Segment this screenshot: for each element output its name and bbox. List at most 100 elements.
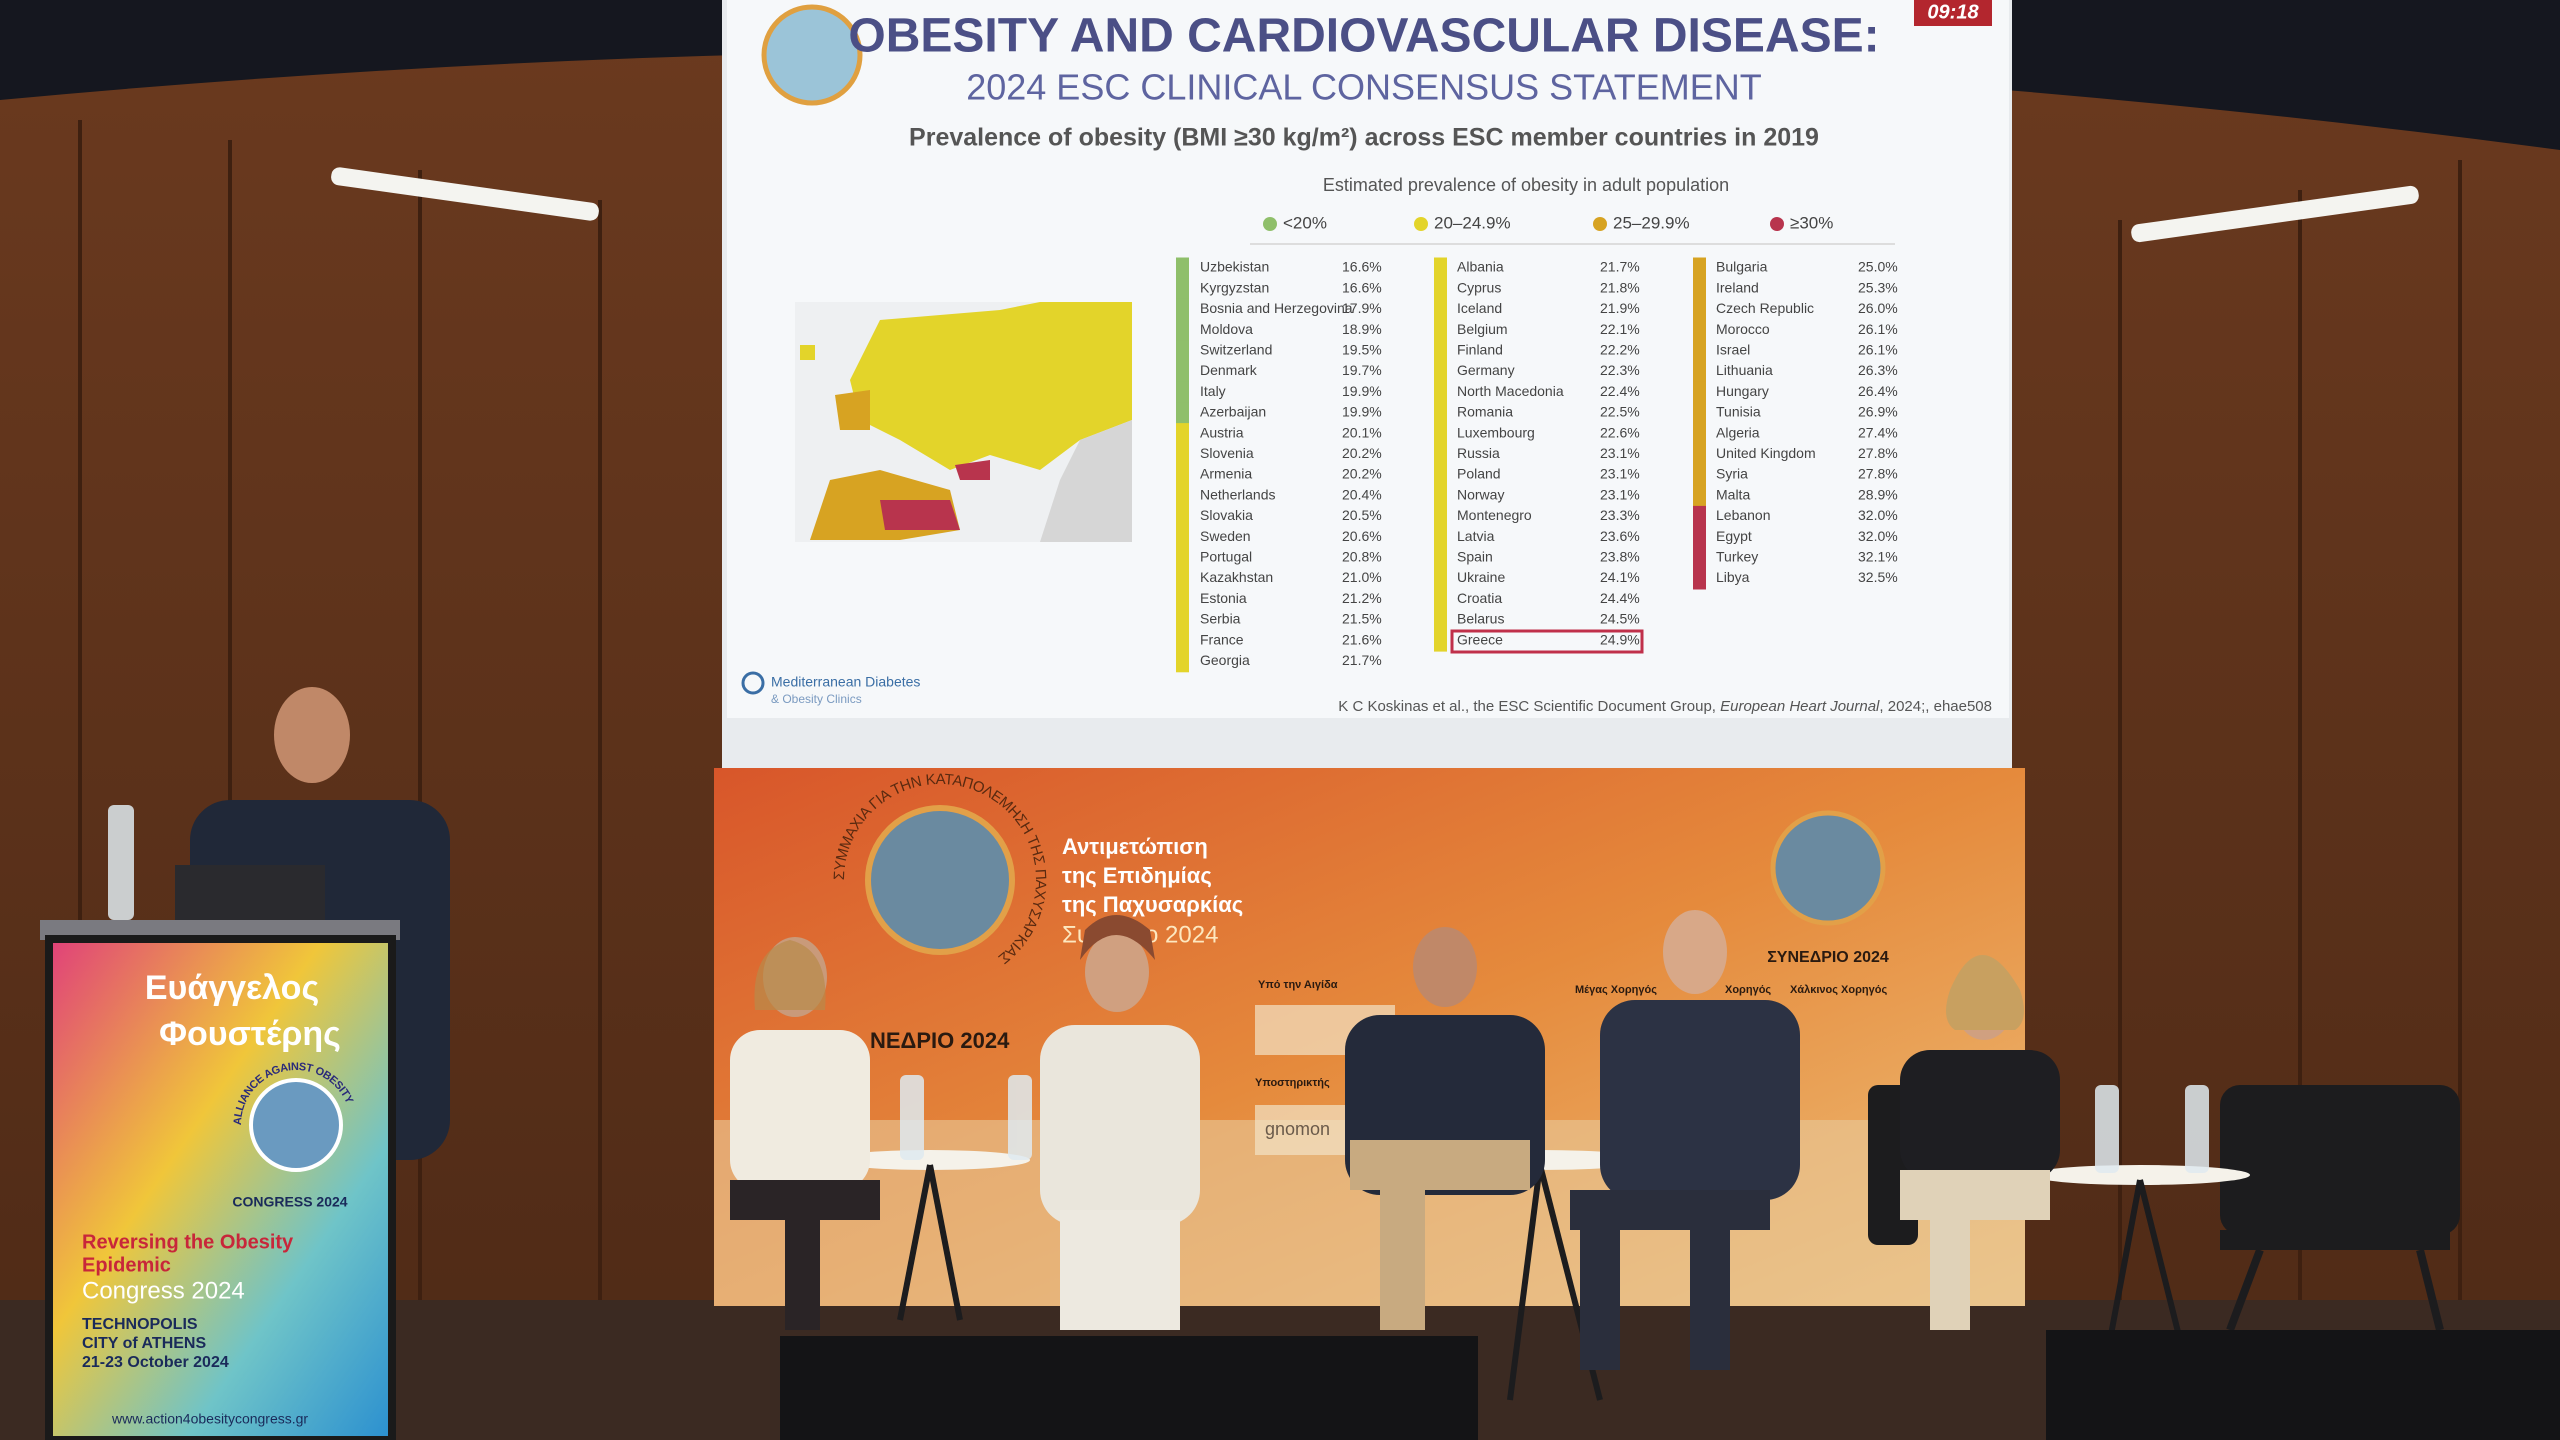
stage-monitor — [2046, 1330, 2560, 1440]
country: Netherlands — [1200, 486, 1276, 502]
country: Montenegro — [1457, 507, 1532, 523]
country: Israel — [1716, 342, 1750, 358]
group-bar — [1176, 423, 1189, 445]
sponsor-label: Μέγας Χορηγός — [1575, 984, 1657, 996]
group-bar — [1176, 340, 1189, 362]
prevalence: 26.3% — [1858, 362, 1898, 378]
map — [795, 302, 1132, 542]
citation-authors: K C Koskinas et al., the ESC Scientific … — [1338, 698, 1720, 715]
country: Belgium — [1457, 321, 1508, 337]
prevalence: 19.5% — [1342, 342, 1382, 358]
group-bar — [1176, 443, 1189, 466]
source-logo: & Obesity Clinics — [771, 692, 862, 706]
citation-details: , 2024;, ehae508 — [1879, 698, 1992, 715]
group-bar — [1693, 278, 1706, 300]
legend-dot — [1414, 217, 1428, 231]
country: Poland — [1457, 466, 1501, 482]
group-bar — [1693, 526, 1706, 549]
prevalence: 20.5% — [1342, 507, 1382, 523]
prevalence: 25.3% — [1858, 279, 1898, 295]
group-bar — [1693, 423, 1706, 445]
country: Tunisia — [1716, 404, 1761, 420]
country: Georgia — [1200, 652, 1250, 668]
slide-logo — [761, 4, 863, 106]
slide-title: OBESITY AND CARDIOVASCULAR DISEASE: — [848, 10, 1879, 63]
country: Italy — [1200, 383, 1226, 399]
group-bar — [1434, 568, 1447, 590]
group-bar — [1176, 547, 1189, 569]
country: Austria — [1200, 424, 1244, 440]
group-bar — [1434, 485, 1447, 507]
group-bar — [1434, 361, 1447, 383]
sponsor-label: Χάλκινος Χορηγός — [1790, 984, 1887, 996]
sponsor-logo — [1255, 1105, 1345, 1155]
country: Bosnia and Herzegovina — [1200, 300, 1353, 316]
light — [331, 167, 599, 221]
prevalence: 21.7% — [1342, 652, 1382, 668]
group-bar — [1693, 505, 1706, 528]
prevalence: 27.8% — [1858, 466, 1898, 482]
group-bar — [1176, 278, 1189, 300]
prevalence: 17.9% — [1342, 300, 1382, 316]
slide-heading: Prevalence of obesity (BMI ≥30 kg/m²) ac… — [909, 124, 1819, 152]
prevalence: 20.2% — [1342, 466, 1382, 482]
prevalence: 22.6% — [1600, 424, 1640, 440]
prevalence: 16.6% — [1342, 279, 1382, 295]
legend-label: 25–29.9% — [1613, 213, 1690, 232]
slide-subtitle: 2024 ESC CLINICAL CONSENSUS STATEMENT — [966, 67, 1762, 108]
country: Slovenia — [1200, 445, 1254, 461]
country: United Kingdom — [1716, 445, 1816, 461]
group-bar — [1434, 526, 1447, 549]
group-bar — [1434, 443, 1447, 466]
sponsor-label: Χορηγός — [1725, 984, 1771, 996]
prevalence: 23.1% — [1600, 466, 1640, 482]
group-bar — [1434, 298, 1447, 321]
country: Finland — [1457, 342, 1503, 358]
group-bar — [1693, 257, 1706, 279]
country: Turkey — [1716, 549, 1758, 565]
prevalence: 20.2% — [1342, 445, 1382, 461]
prevalence: 16.6% — [1342, 259, 1382, 275]
country: Lithuania — [1716, 362, 1773, 378]
source-logo: Mediterranean Diabetes — [771, 674, 920, 690]
podium-venue: 21-23 October 2024 — [82, 1354, 229, 1371]
highlight-box — [1450, 629, 1644, 654]
legend-dot — [1770, 217, 1784, 231]
prevalence: 21.6% — [1342, 631, 1382, 647]
country: Cyprus — [1457, 279, 1501, 295]
group-bar — [1693, 485, 1706, 507]
country: Croatia — [1457, 590, 1502, 606]
podium-tagline: Epidemic — [82, 1254, 171, 1276]
legend-label: 20–24.9% — [1434, 213, 1511, 232]
country: Algeria — [1716, 424, 1760, 440]
group-bar — [1176, 650, 1189, 673]
group-bar — [1176, 568, 1189, 590]
group-bar — [1176, 630, 1189, 652]
country: Malta — [1716, 486, 1750, 502]
podium-event: Congress 2024 — [82, 1277, 245, 1304]
speaker-name: Ευάγγελος — [145, 969, 319, 1007]
prevalence: 20.6% — [1342, 528, 1382, 544]
group-bar — [1176, 588, 1189, 611]
group-bar — [1693, 547, 1706, 569]
prevalence: 20.4% — [1342, 486, 1382, 502]
prevalence: 28.9% — [1858, 486, 1898, 502]
banner-headline: της Επιδημίας — [1062, 863, 1212, 888]
speaker-name: Φουστέρης — [159, 1015, 341, 1053]
group-bar — [1434, 464, 1447, 486]
country: France — [1200, 631, 1244, 647]
group-bar — [1693, 568, 1706, 590]
prevalence: 23.8% — [1600, 549, 1640, 565]
prevalence: 21.0% — [1342, 569, 1382, 585]
country: Serbia — [1200, 611, 1241, 627]
group-bar — [1434, 402, 1447, 424]
country: Belarus — [1457, 611, 1504, 627]
person — [1345, 927, 1545, 1330]
clock: 09:18 — [1927, 1, 1979, 23]
group-bar — [1434, 381, 1447, 404]
country: North Macedonia — [1457, 383, 1564, 399]
podium-tagline: Reversing the Obesity — [82, 1231, 294, 1253]
group-bar — [1176, 464, 1189, 486]
group-bar — [1693, 340, 1706, 362]
